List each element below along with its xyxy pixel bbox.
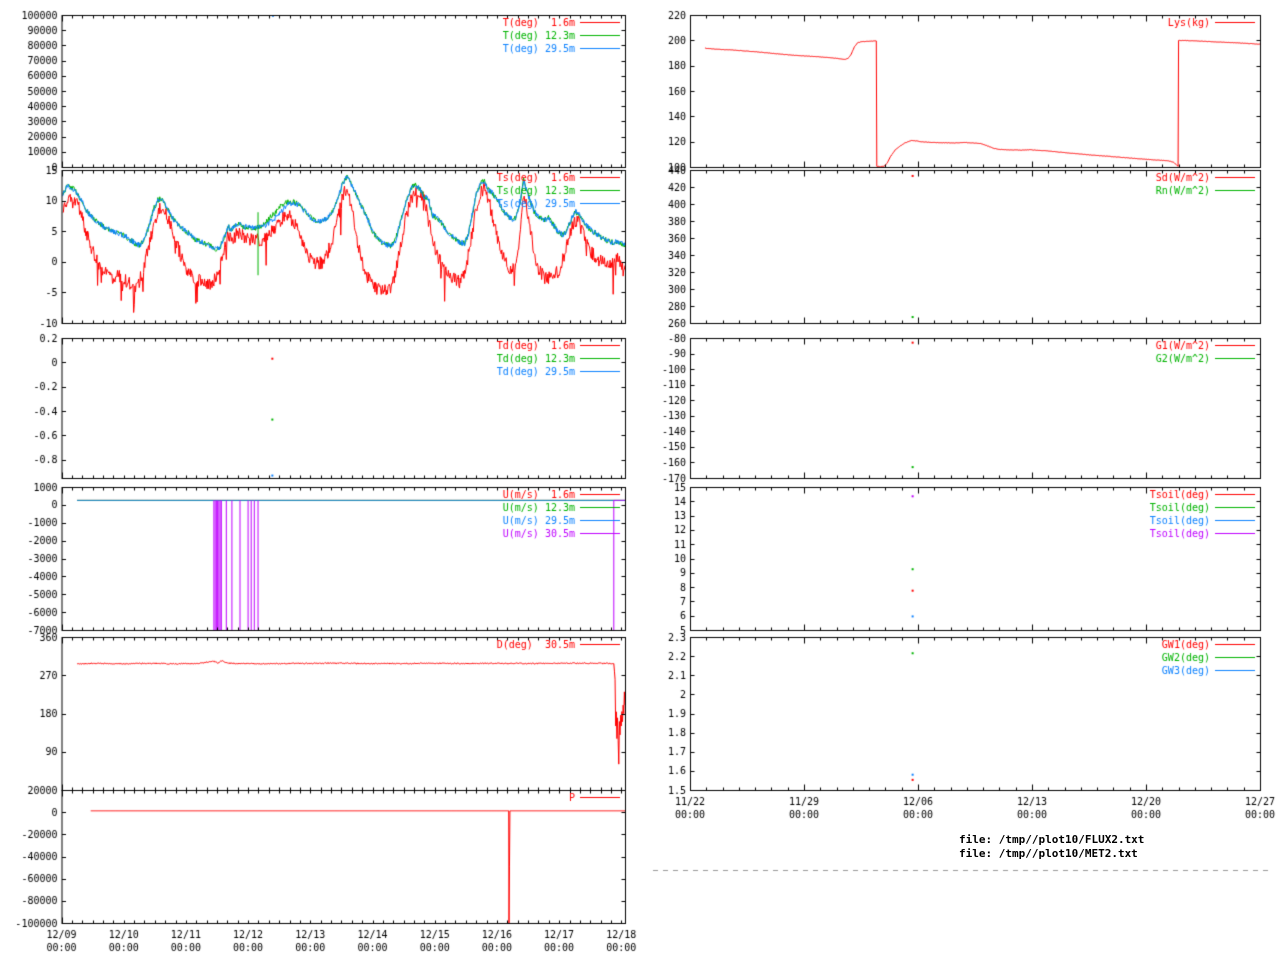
file-label-flux: file: /tmp//plot10/FLUX2.txt: [959, 833, 1145, 846]
file-label-met: file: /tmp//plot10/MET2.txt: [959, 847, 1138, 860]
